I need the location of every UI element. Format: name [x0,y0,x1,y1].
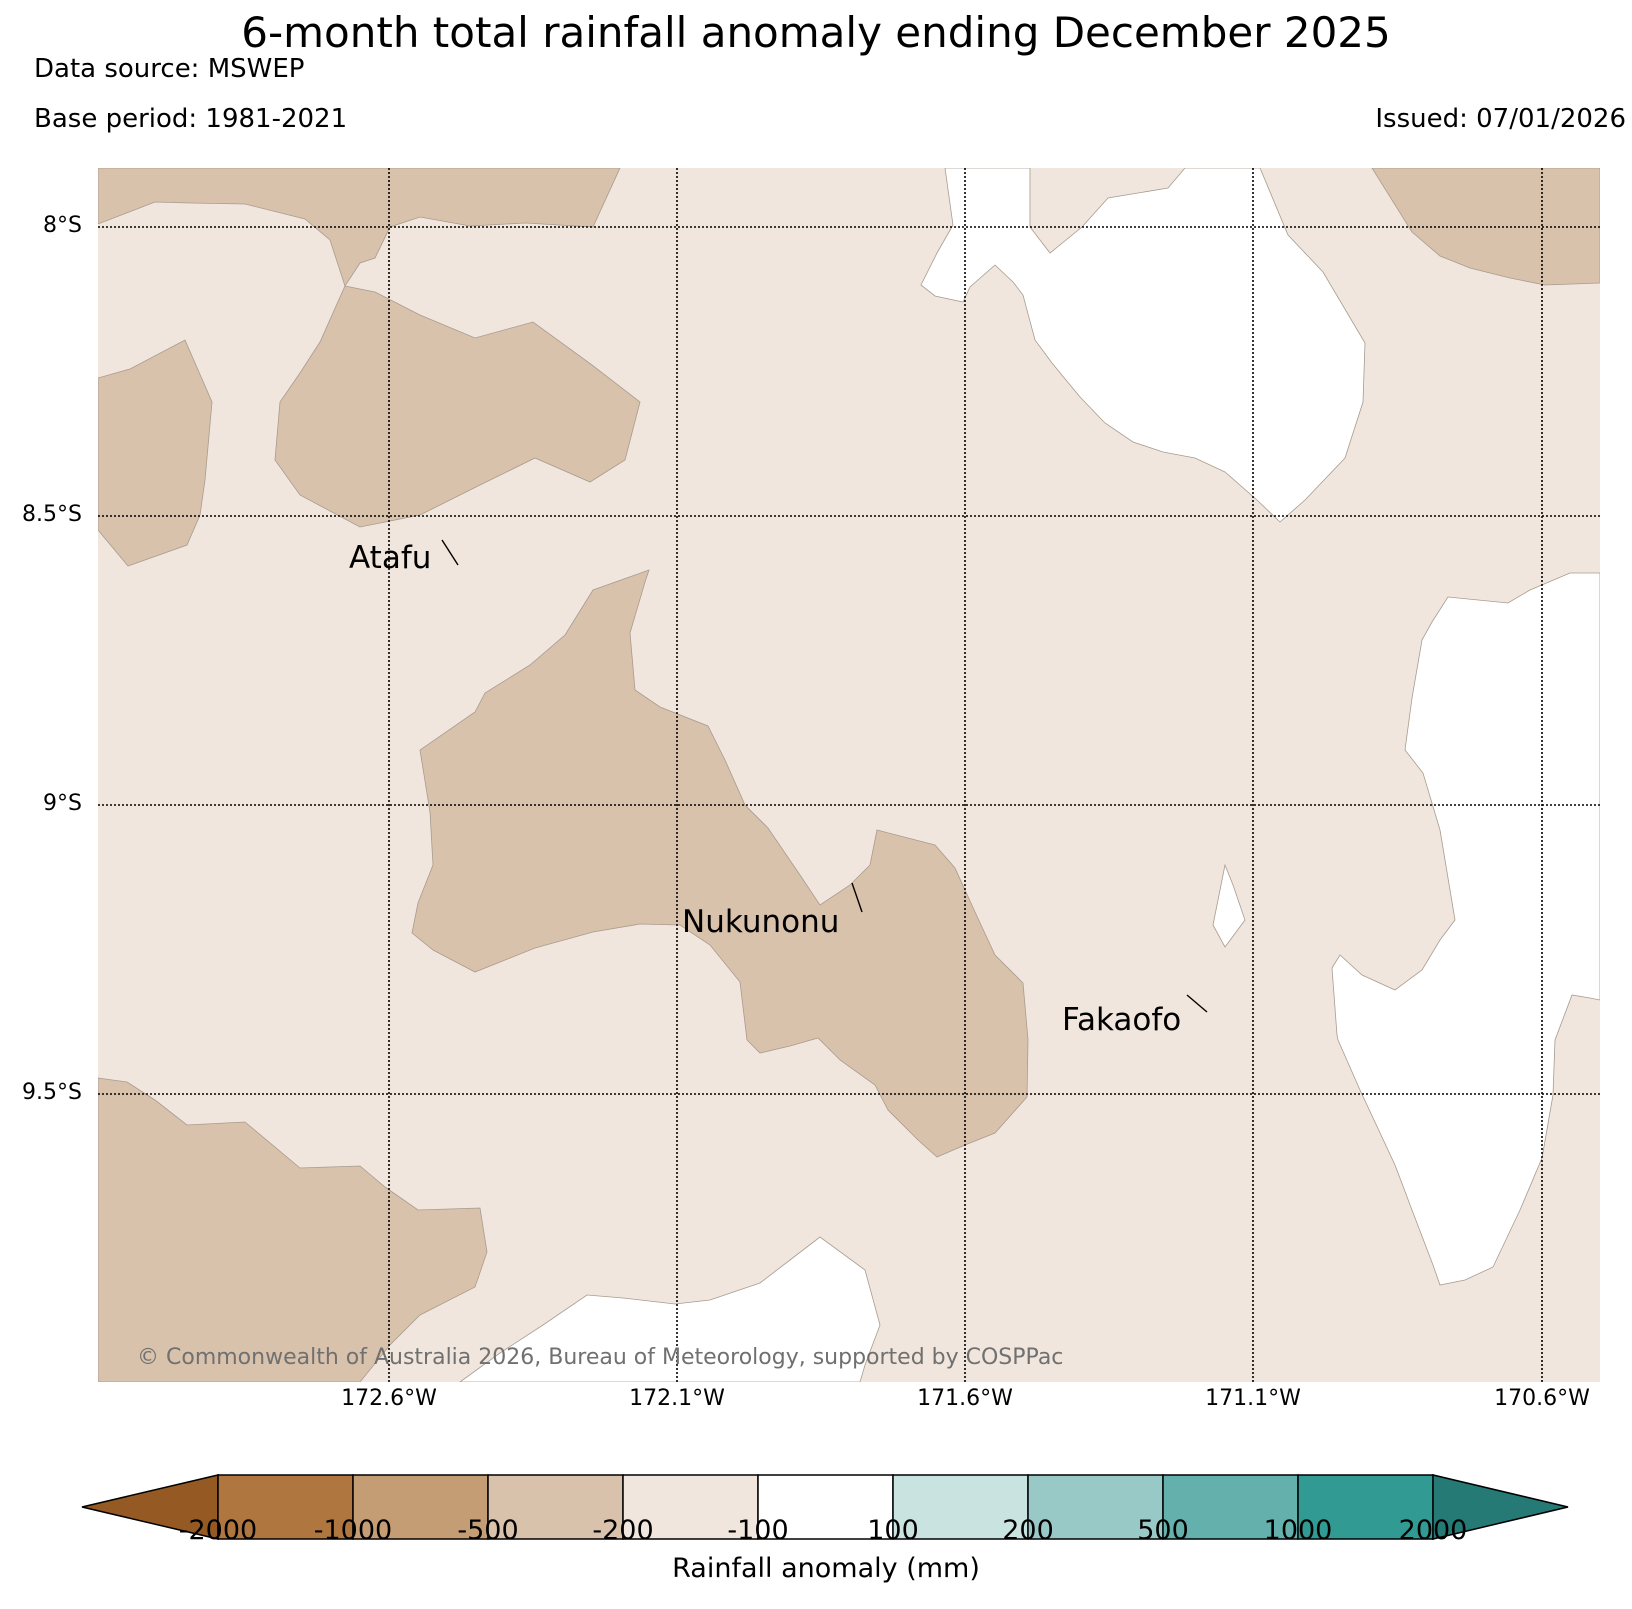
colorbar-segment [757,1474,894,1540]
dry-region-west [98,339,213,567]
issued-date-label: Issued: 07/01/2026 [1375,104,1626,134]
colorbar-segment [217,1474,354,1540]
colorbar-segment [1027,1474,1164,1540]
copyright-notice: © Commonwealth of Australia 2026, Bureau… [137,1345,1064,1370]
place-label-atafu: Atafu [349,540,432,576]
base-period-label: Base period: 1981-2021 [34,104,348,134]
lon-label-172-6w: 172.6°W [341,1386,437,1411]
lon-label-172-1w: 172.1°W [629,1386,725,1411]
colorbar-tick-label: -500 [457,1515,519,1546]
colorbar-segment [622,1474,759,1540]
lat-label-9s: 9°S [43,791,82,816]
colorbar [81,1474,1569,1540]
colorbar-tick-label: 100 [867,1515,919,1546]
colorbar-segment [1162,1474,1299,1540]
colorbar-tick-label: -2000 [178,1515,258,1546]
page-title: 6-month total rainfall anomaly ending De… [241,8,1391,57]
lat-label-8s: 8°S [43,213,82,238]
colorbar-tick-label: 2000 [1398,1515,1468,1546]
lon-label-171-6w: 171.6°W [917,1386,1013,1411]
colorbar-tick-label: 200 [1002,1515,1054,1546]
lat-label-8-5s: 8.5°S [22,502,82,527]
place-label-nukunonu: Nukunonu [682,904,840,940]
colorbar-segment [487,1474,624,1540]
lon-label-171-1w: 171.1°W [1205,1386,1301,1411]
colorbar-extend-high [1432,1474,1569,1540]
colorbar-tick-label: -200 [592,1515,654,1546]
place-label-fakaofo: Fakaofo [1062,1002,1182,1038]
colorbar-segment [1297,1474,1434,1540]
colorbar-tick-label: -100 [727,1515,789,1546]
colorbar-segment [892,1474,1029,1540]
normal-region-north [920,168,1366,523]
dry-region-central [411,569,1029,1158]
normal-region-east [1331,572,1600,1286]
dry-region-upper-left [274,285,641,528]
place-markers [441,539,1208,1013]
colorbar-tick-label: 1000 [1263,1515,1333,1546]
colorbar-title: Rainfall anomaly (mm) [672,1553,980,1584]
normal-region-south [459,1236,881,1382]
lon-label-170-6w: 170.6°W [1494,1386,1590,1411]
normal-region-small [1212,863,1246,948]
colorbar-tick-label: -1000 [313,1515,393,1546]
data-source-label: Data source: MSWEP [34,54,305,84]
colorbar-tick-label: 500 [1137,1515,1189,1546]
lat-label-9-5s: 9.5°S [22,1080,82,1105]
